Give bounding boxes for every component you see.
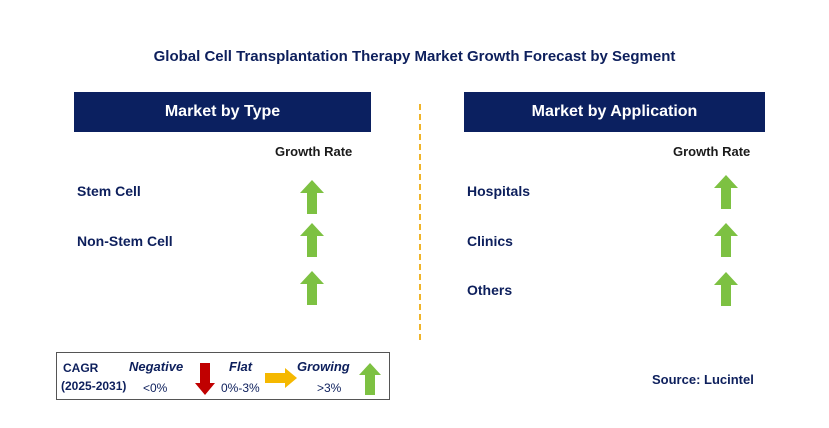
- row-label-hospitals: Hospitals: [467, 183, 531, 199]
- legend-flat-range: 0%-3%: [221, 381, 260, 395]
- legend-negative-range: <0%: [143, 381, 168, 395]
- growing-arrow-icon: [300, 223, 324, 257]
- source-label: Source: Lucintel: [652, 372, 754, 387]
- growth-rate-label-left: Growth Rate: [275, 144, 353, 159]
- legend-flat-label: Flat: [229, 359, 253, 374]
- cagr-legend: CAGR (2025-2031) Negative <0% Flat 0%-3%…: [56, 352, 390, 400]
- growing-arrow-icon: [714, 175, 738, 209]
- row-label-stem-cell: Stem Cell: [77, 183, 141, 199]
- row-label-clinics: Clinics: [467, 233, 513, 249]
- flat-arrow-icon: [265, 368, 297, 388]
- growing-arrow-icon: [300, 271, 324, 305]
- row-label-non-stem-cell: Non-Stem Cell: [77, 233, 173, 249]
- legend-cagr: CAGR: [63, 361, 99, 375]
- chart-title: Global Cell Transplantation Therapy Mark…: [153, 48, 676, 65]
- legend-negative-label: Negative: [129, 359, 184, 374]
- legend-period: (2025-2031): [61, 379, 127, 393]
- growth-rate-label-right: Growth Rate: [673, 144, 751, 159]
- growing-arrow-icon: [359, 363, 381, 395]
- panel-divider: [419, 104, 421, 340]
- growing-arrow-icon: [714, 223, 738, 257]
- growing-arrow-icon: [714, 272, 738, 306]
- row-label-others: Others: [467, 282, 513, 298]
- market-by-application-header: Market by Application: [464, 92, 765, 132]
- growing-arrow-icon: [300, 180, 324, 214]
- market-by-type-header: Market by Type: [74, 92, 371, 132]
- negative-arrow-icon: [195, 363, 215, 395]
- legend-growing-label: Growing: [297, 359, 350, 374]
- legend-growing-range: >3%: [317, 381, 342, 395]
